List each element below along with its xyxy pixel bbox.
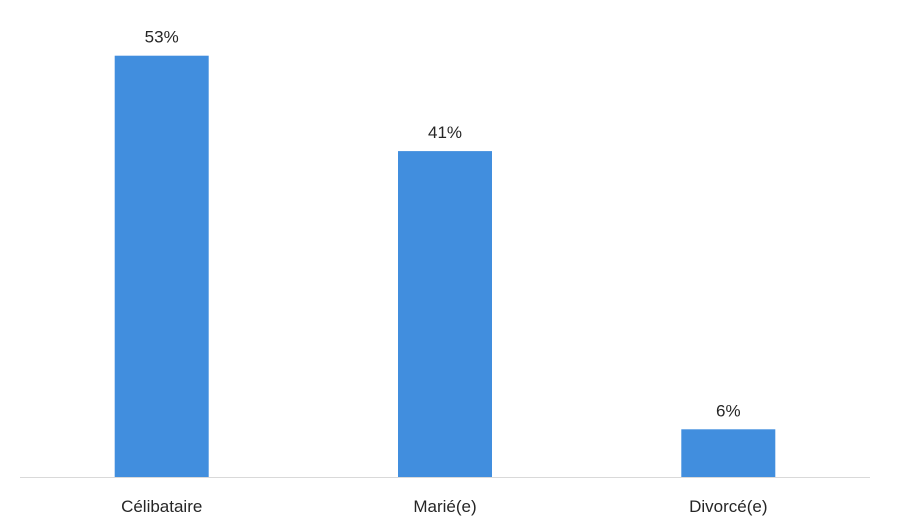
data-labels-layer: 53% 41% 6% — [145, 28, 741, 421]
bar-0 — [114, 55, 209, 477]
x-tick-label-0: Célibataire — [121, 497, 202, 516]
x-tick-labels-layer: Célibataire Marié(e) Divorcé(e) — [121, 497, 767, 516]
data-label-1: 41% — [428, 123, 462, 142]
x-tick-label-2: Divorcé(e) — [689, 497, 767, 516]
bars-layer — [114, 55, 776, 477]
data-label-0: 53% — [145, 28, 179, 47]
data-label-2: 6% — [716, 401, 741, 420]
bar-1 — [398, 151, 492, 477]
x-tick-label-1: Marié(e) — [413, 497, 476, 516]
bar-2 — [681, 429, 776, 477]
